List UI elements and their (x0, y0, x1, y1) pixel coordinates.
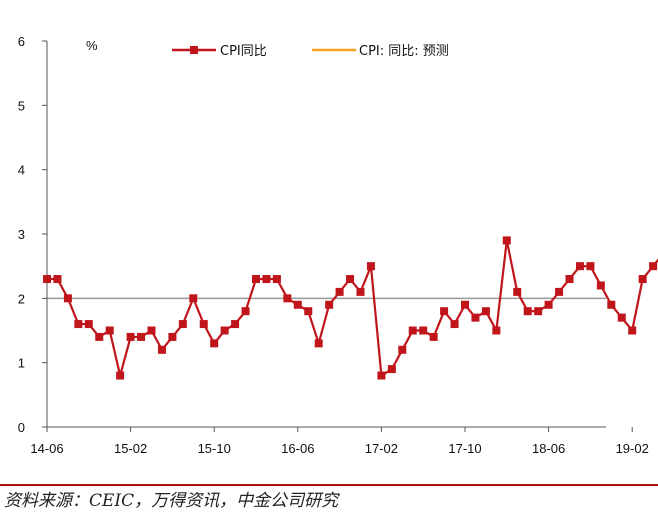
data-point-actual (461, 300, 469, 309)
data-point-actual (617, 313, 626, 322)
y-tick-label: 0 (18, 420, 25, 435)
series-line-actual (47, 240, 658, 378)
y-tick-label: 4 (18, 163, 25, 178)
y-tick-label: 6 (18, 34, 25, 49)
data-point-actual (84, 320, 93, 329)
data-point-actual (575, 262, 584, 271)
data-point-actual (116, 371, 125, 380)
data-point-actual (586, 262, 595, 271)
data-point-actual (283, 294, 292, 303)
x-tick-label: 17-02 (365, 441, 398, 456)
data-point-actual (450, 320, 459, 329)
data-point-actual (314, 339, 323, 348)
data-point-actual (628, 326, 637, 335)
data-point-actual (366, 262, 375, 271)
data-point-actual (126, 332, 135, 341)
source-divider (0, 484, 658, 486)
data-point-actual (638, 275, 647, 284)
legend: CPI同比 CPI: 同比: 预测 (172, 44, 449, 59)
data-point-actual (356, 287, 365, 296)
data-point-actual (325, 300, 334, 309)
data-point-actual (596, 281, 605, 290)
data-point-actual (502, 236, 511, 245)
x-tick-label: 17-10 (448, 441, 481, 456)
data-point-actual (157, 345, 166, 354)
y-tick-label: 1 (18, 356, 25, 371)
data-point-actual (387, 365, 396, 374)
data-point-actual (429, 332, 438, 341)
data-point-actual (199, 320, 208, 329)
data-point-actual (513, 287, 522, 296)
data-point-actual (523, 307, 532, 316)
data-point-actual (304, 307, 313, 316)
data-point-actual (53, 275, 62, 284)
data-point-actual (471, 313, 480, 322)
data-point-actual (74, 320, 83, 329)
data-point-actual (555, 287, 564, 296)
data-point-actual (137, 332, 146, 341)
x-tick-label: 16-06 (281, 441, 314, 456)
data-point-actual (252, 275, 260, 284)
data-point-actual (565, 275, 574, 284)
y-tick-label: 5 (18, 98, 25, 113)
data-point-actual (408, 326, 417, 335)
data-point-actual (220, 326, 229, 335)
data-point-actual (649, 262, 658, 271)
data-point-actual (335, 287, 344, 296)
data-point-actual (105, 326, 114, 335)
data-point-actual (231, 320, 240, 329)
data-point-actual (241, 307, 250, 316)
x-tick-label: 19-02 (616, 441, 649, 456)
data-point-actual (607, 300, 616, 309)
data-point-actual (377, 371, 386, 380)
data-point-actual (63, 294, 72, 303)
y-axis-unit-label: % (86, 38, 98, 53)
data-point-actual (210, 339, 219, 348)
data-point-actual (272, 275, 281, 284)
legend-actual-label: CPI同比 (220, 44, 267, 59)
data-point-actual (534, 307, 543, 316)
x-tick-label: 18-06 (532, 441, 565, 456)
data-point-actual (189, 294, 198, 303)
source-note: 资料来源：CEIC，万得资讯，中金公司研究 (4, 491, 339, 511)
data-point-actual (440, 307, 449, 316)
x-tick-label: 15-02 (114, 441, 147, 456)
data-point-actual (419, 326, 428, 335)
y-tick-label: 2 (18, 291, 25, 306)
data-point-actual (262, 275, 271, 284)
legend-forecast-label: CPI: 同比: 预测 (359, 44, 449, 59)
data-point-actual (492, 326, 501, 335)
legend-actual-marker (190, 46, 198, 54)
x-tick-label: 14-06 (30, 441, 63, 456)
data-point-actual (481, 307, 490, 316)
data-point-actual (178, 320, 187, 329)
data-point-actual (147, 326, 156, 335)
x-tick-label: 15-10 (198, 441, 231, 456)
data-point-actual (544, 300, 553, 309)
data-point-actual (95, 332, 104, 341)
data-point-actual (346, 275, 355, 284)
y-tick-label: 3 (18, 227, 25, 242)
data-point-actual (398, 345, 407, 354)
data-point-actual (293, 300, 302, 309)
data-point-actual (43, 275, 51, 284)
data-point-actual (168, 332, 177, 341)
